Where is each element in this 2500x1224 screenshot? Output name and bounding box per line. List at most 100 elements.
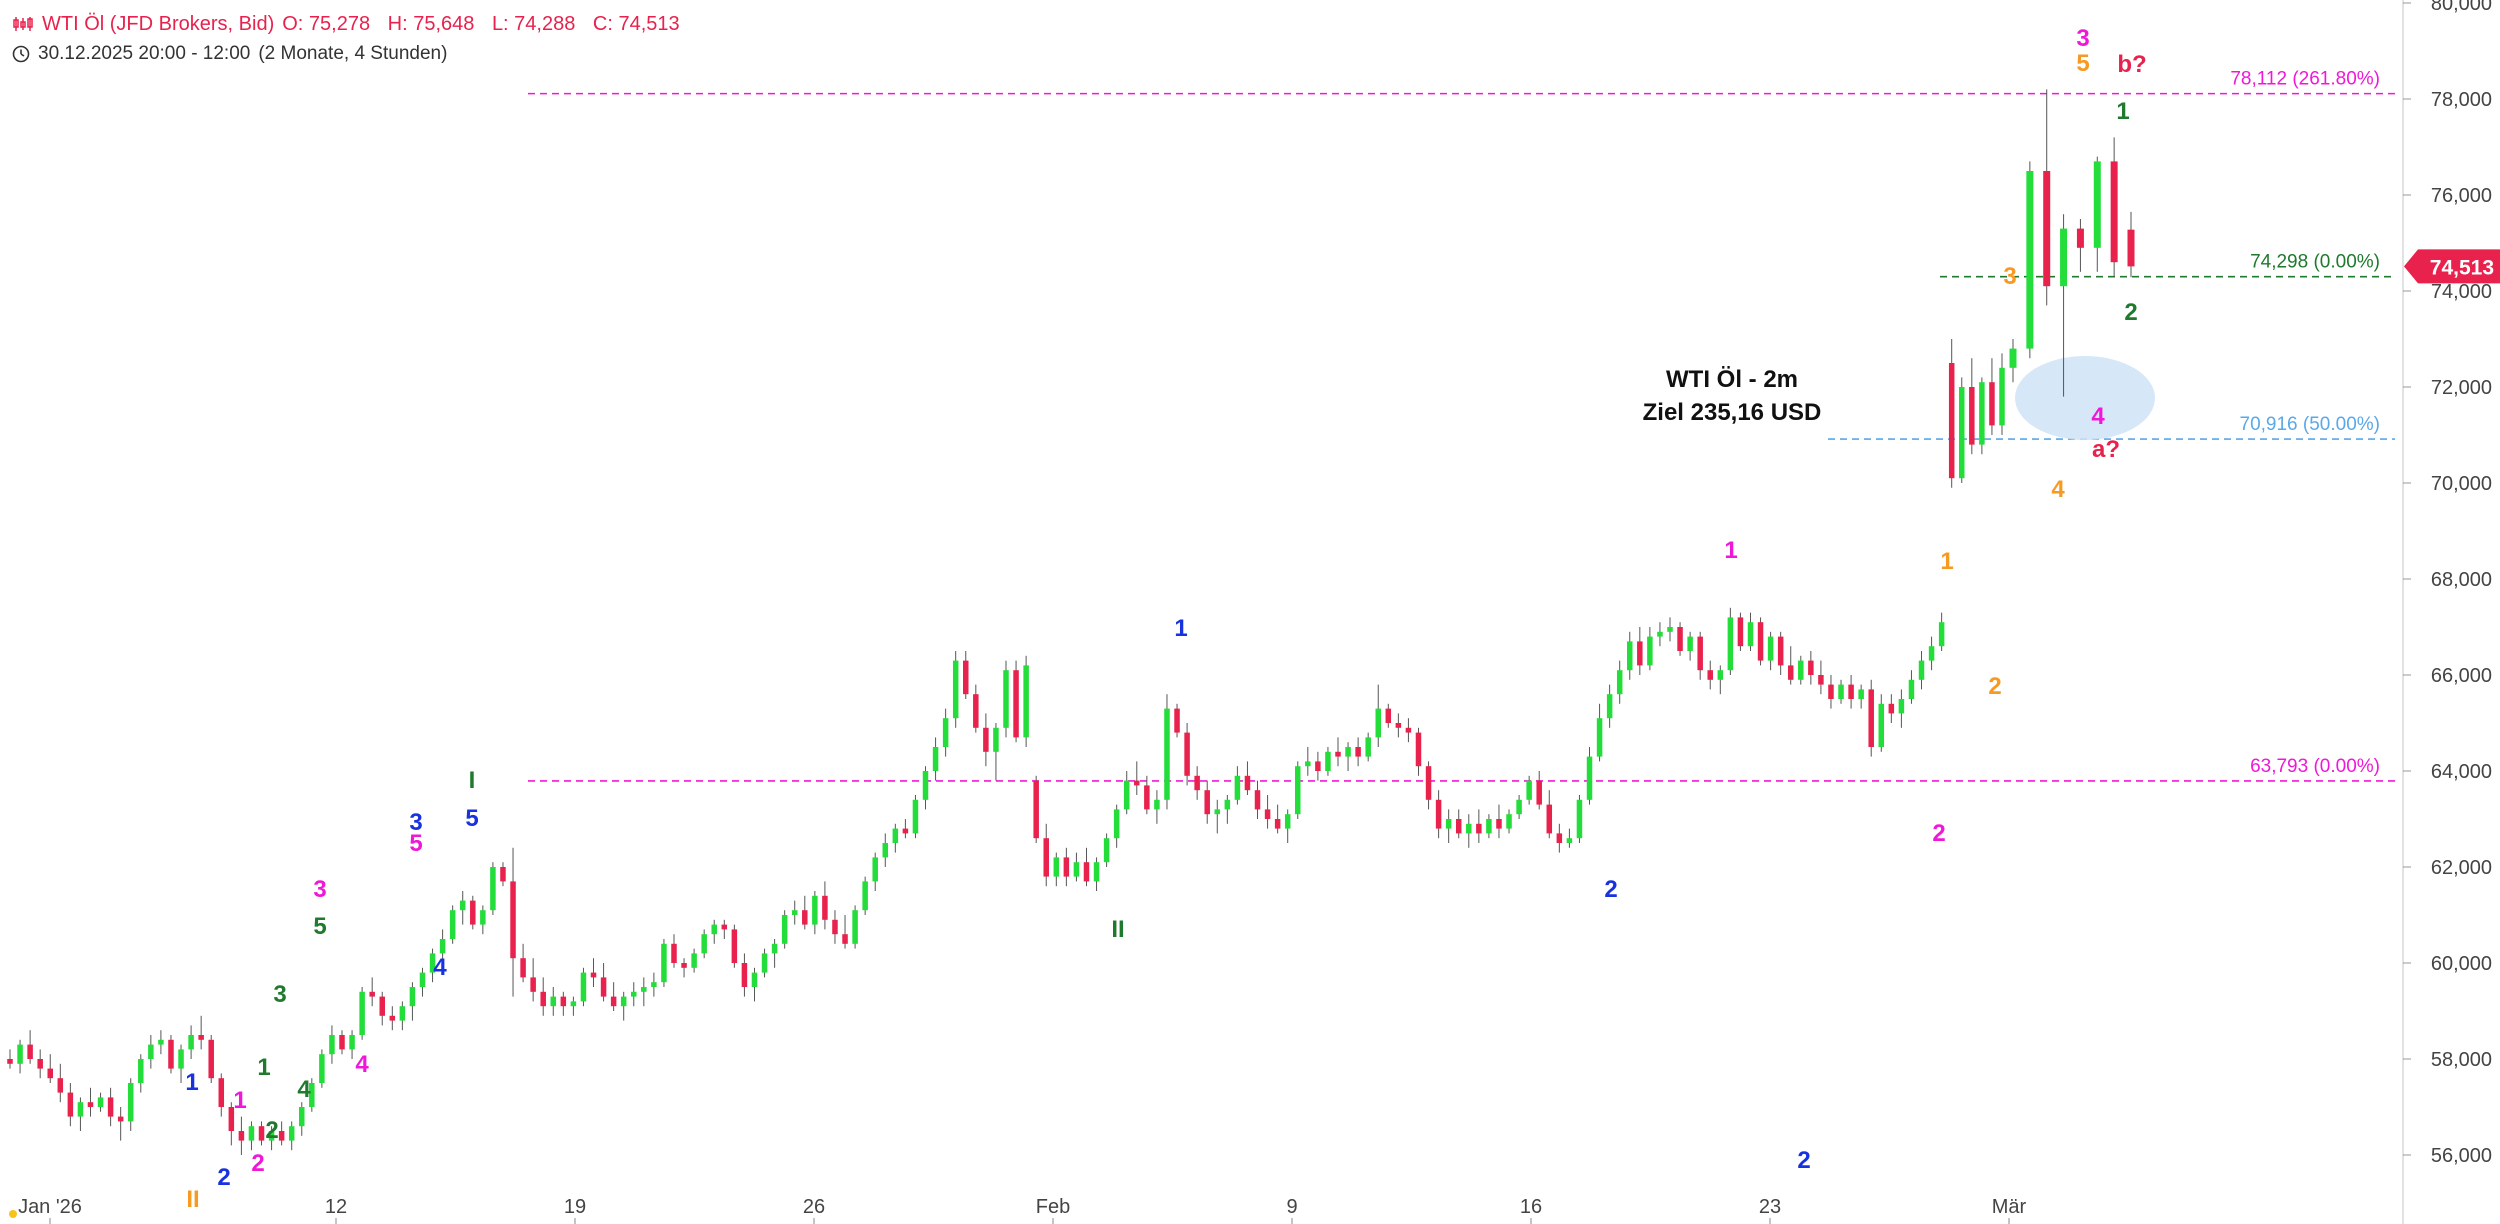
candle xyxy=(77,1097,84,1131)
candle xyxy=(1737,612,1744,651)
candle xyxy=(1697,631,1703,680)
candle xyxy=(2043,89,2051,306)
price-axis[interactable]: 56,000 58,000 60,000 62,000 64,000 66,000 68,0… xyxy=(2402,0,2500,1224)
candle xyxy=(1979,377,1985,455)
candle xyxy=(359,987,365,1040)
candle xyxy=(309,1078,315,1112)
candle xyxy=(1938,612,1945,651)
candle xyxy=(1264,795,1271,829)
candle xyxy=(1999,353,2005,435)
candle xyxy=(1627,631,1633,680)
candle xyxy=(1596,703,1603,762)
candle xyxy=(278,1121,285,1146)
y-tick-label: 70,000 xyxy=(2431,473,2492,495)
chart-title-group: WTI Öl - 2m Ziel 235,16 USD xyxy=(1643,366,1822,426)
candle xyxy=(2127,211,2135,278)
candle xyxy=(1707,660,1713,690)
candle xyxy=(2093,156,2101,272)
instrument-name: WTI Öl (JFD Brokers, Bid) xyxy=(42,12,275,35)
candle xyxy=(922,766,929,810)
candle xyxy=(952,651,959,728)
candle xyxy=(1908,670,1915,704)
candle xyxy=(178,1044,184,1083)
wave-label: 5 xyxy=(2076,50,2089,77)
candle xyxy=(369,977,375,1007)
candle xyxy=(148,1035,154,1069)
candlestick-chart-icon[interactable] xyxy=(12,16,34,32)
candle xyxy=(1455,809,1462,839)
range-span: (2 Monate, 4 Stunden) xyxy=(258,43,448,64)
chart-subtitle: Ziel 235,16 USD xyxy=(1643,399,1822,426)
candle xyxy=(1868,679,1874,757)
candle xyxy=(238,1116,245,1155)
wave-label: 2 xyxy=(217,1164,230,1191)
candle xyxy=(1717,665,1724,695)
wave-label: 1 xyxy=(1940,548,1953,575)
candle xyxy=(550,987,557,1016)
candle xyxy=(852,905,858,949)
candle xyxy=(228,1102,235,1146)
candle xyxy=(1435,790,1442,839)
candle xyxy=(1898,689,1905,728)
last-price-label: 74,513 xyxy=(2430,256,2494,279)
candle xyxy=(701,929,707,959)
candle xyxy=(117,1107,124,1141)
candle xyxy=(87,1087,94,1117)
candle xyxy=(7,1049,13,1069)
level-label: 63,793 (0.00%) xyxy=(2250,756,2380,777)
wave-label: 4 xyxy=(297,1076,311,1103)
low-value: L: 74,288 xyxy=(491,12,576,35)
candle xyxy=(37,1049,43,1079)
candle xyxy=(1194,766,1200,800)
candle xyxy=(1767,631,1774,671)
close-value: C: 74,513 xyxy=(592,12,680,35)
candle xyxy=(671,934,677,968)
candle xyxy=(1335,737,1341,767)
candle xyxy=(1295,761,1301,819)
candle xyxy=(1757,617,1764,666)
candle xyxy=(1606,684,1613,728)
candle xyxy=(862,876,868,915)
candle xyxy=(107,1087,114,1127)
wave-label: 2 xyxy=(1797,1147,1810,1174)
candle xyxy=(1053,852,1060,887)
candle xyxy=(459,891,466,925)
level-label: 70,916 (50.00%) xyxy=(2240,414,2381,435)
candle xyxy=(1647,627,1653,671)
time-axis[interactable]: Jan '26 12 19 26 Feb 9 16 23 Mär xyxy=(9,1196,2027,1224)
wave-label: I xyxy=(469,767,476,794)
candle xyxy=(610,982,617,1011)
candle xyxy=(892,823,899,853)
candle xyxy=(47,1054,53,1083)
candle xyxy=(1244,761,1251,795)
clock-icon xyxy=(12,45,30,63)
candle xyxy=(299,1102,305,1136)
wave-label: 2 xyxy=(1932,820,1945,847)
candle xyxy=(1959,377,1965,483)
candle xyxy=(530,958,536,1002)
candle xyxy=(1395,713,1402,738)
high-value: H: 75,648 xyxy=(387,12,475,35)
candle xyxy=(963,651,969,699)
candle xyxy=(1777,631,1784,675)
candle xyxy=(288,1121,295,1151)
candle xyxy=(319,1049,325,1088)
candle xyxy=(1174,703,1180,738)
candle xyxy=(1274,804,1281,834)
candle xyxy=(1486,814,1492,839)
candle xyxy=(500,862,506,887)
candle xyxy=(1164,694,1170,810)
candle xyxy=(1093,857,1100,891)
wave-label: 1 xyxy=(233,1087,246,1114)
candle xyxy=(620,991,627,1021)
candle xyxy=(1586,747,1593,805)
candle xyxy=(711,919,717,944)
candle xyxy=(1234,766,1241,805)
candle xyxy=(1928,636,1935,671)
candle xyxy=(882,833,889,867)
date-range: 30.12.2025 20:00 - 12:00 xyxy=(38,43,251,64)
candle xyxy=(580,967,587,1007)
candle xyxy=(1948,339,1955,488)
candle xyxy=(1506,809,1512,834)
